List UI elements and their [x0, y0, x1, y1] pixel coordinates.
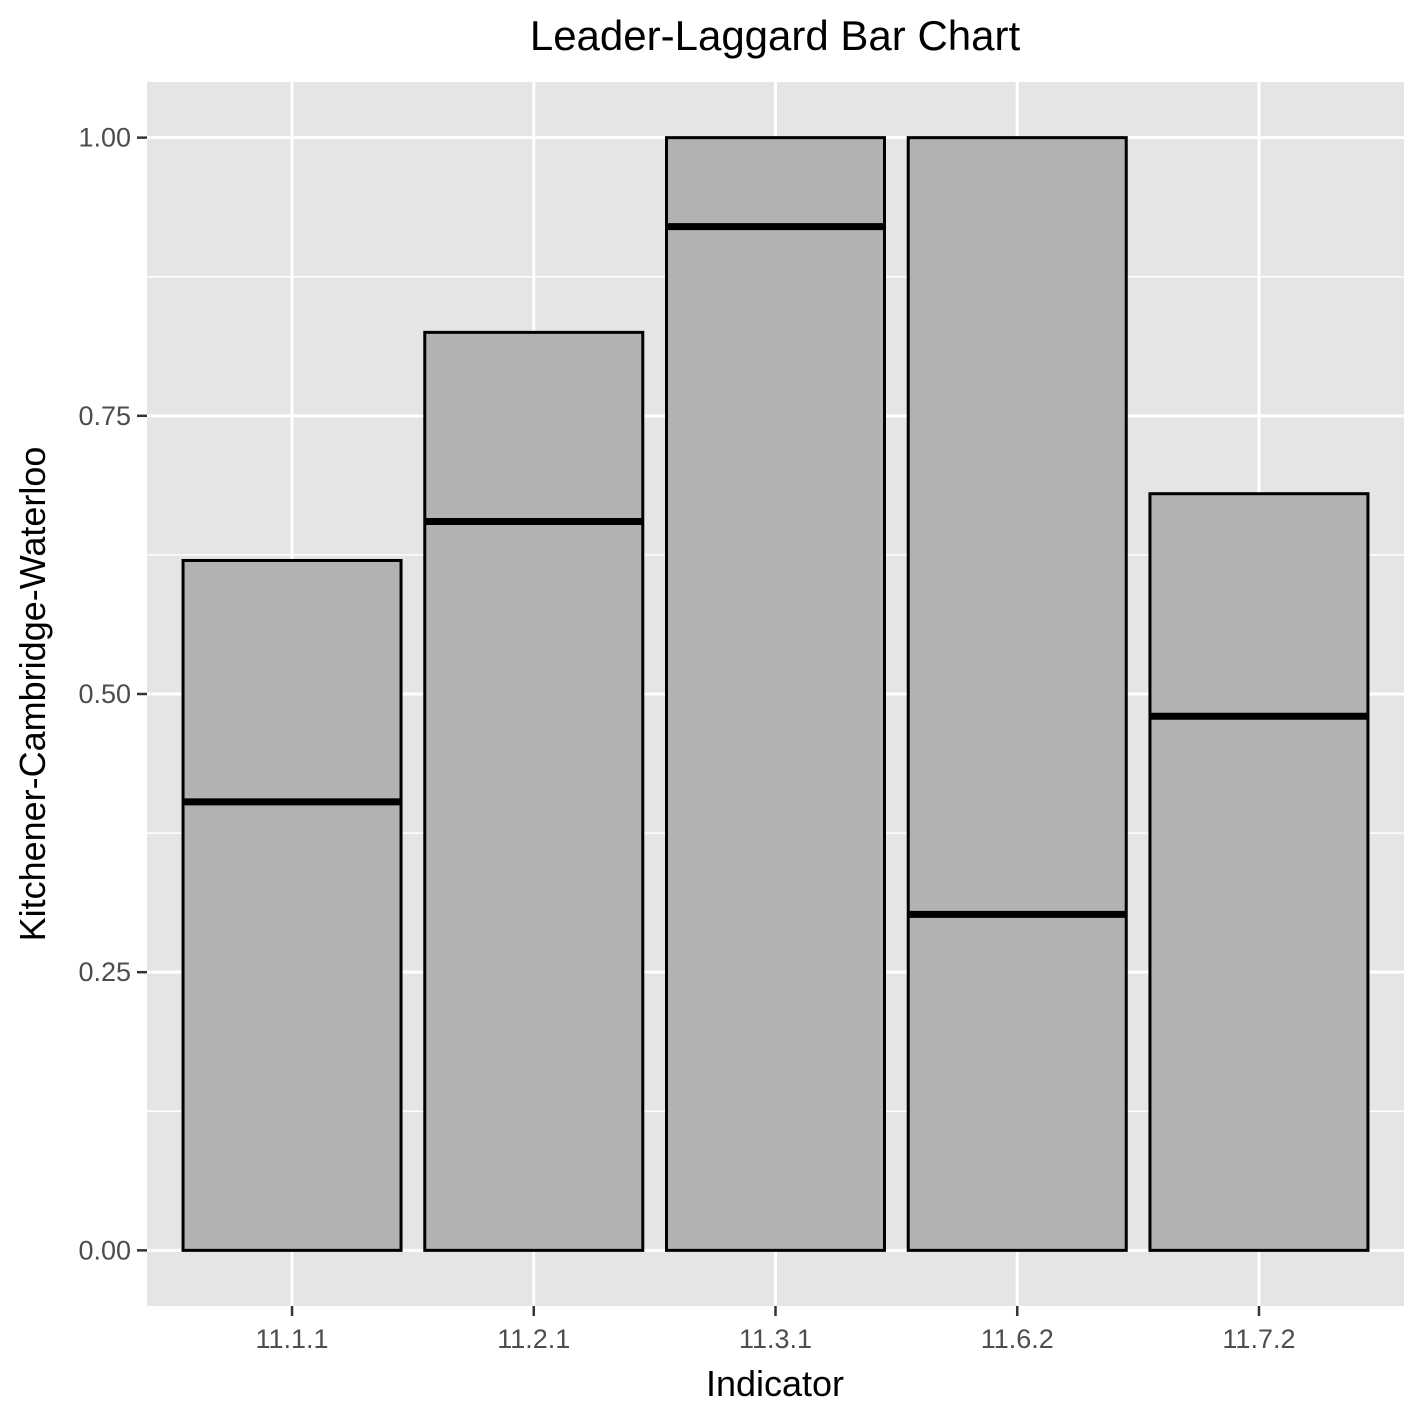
bar [665, 136, 886, 1252]
x-tick-label: 11.6.2 [981, 1324, 1054, 1354]
x-tick-label: 11.3.1 [739, 1324, 812, 1354]
bar [906, 136, 1128, 1252]
y-tick-label: 0.50 [78, 679, 131, 709]
y-tick-label: 0.25 [78, 957, 131, 987]
x-axis-title: Indicator [706, 1363, 844, 1404]
x-tick-label: 11.1.1 [255, 1324, 328, 1354]
y-axis-ticks: 0.00 0.25 0.50 0.75 1.00 [78, 123, 147, 1265]
x-tick-label: 11.7.2 [1222, 1324, 1295, 1354]
y-axis-title: Kitchener-Cambridge-Waterloo [12, 447, 53, 942]
marker-lines [183, 223, 1368, 918]
x-tick-label: 11.2.1 [497, 1324, 570, 1354]
bar [423, 330, 645, 1252]
y-tick-label: 0.75 [78, 401, 131, 431]
y-tick-label: 1.00 [78, 123, 131, 153]
y-tick-label: 0.00 [78, 1235, 131, 1265]
chart-title: Leader-Laggard Bar Chart [530, 12, 1021, 59]
bar [181, 558, 403, 1252]
bars [181, 136, 1370, 1252]
x-axis-ticks: 11.1.1 11.2.1 11.3.1 11.6.2 11.7.2 [255, 1306, 1296, 1354]
bar [1148, 492, 1370, 1252]
